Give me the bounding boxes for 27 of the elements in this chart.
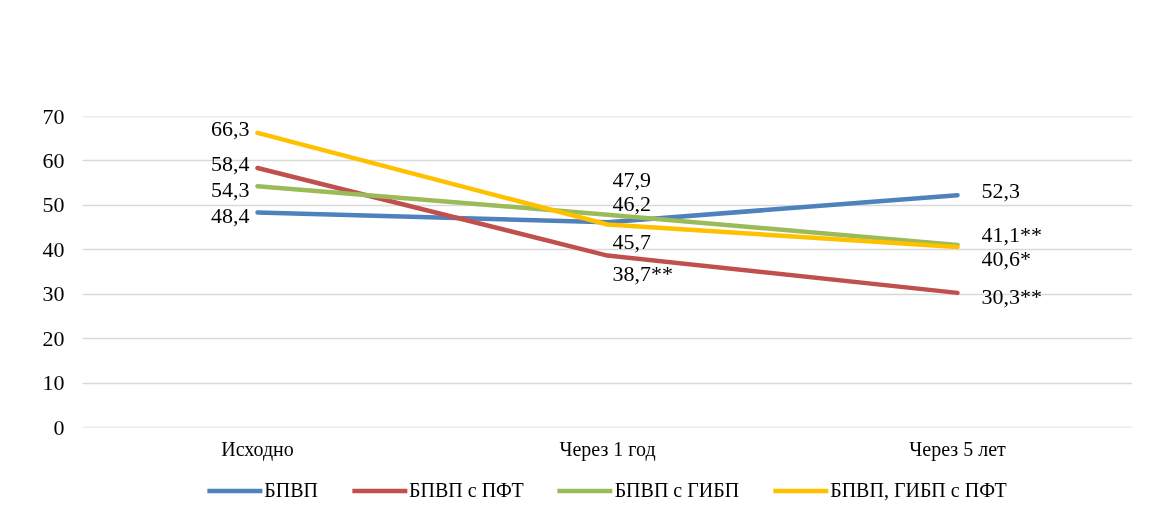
data-label: 54,3 — [211, 177, 250, 203]
y-tick-label: 30 — [42, 281, 65, 307]
x-tick-label: Через 5 лет — [909, 437, 1007, 461]
legend-label: БПВП с ГИБП — [614, 478, 740, 502]
y-tick-label: 70 — [42, 103, 65, 129]
data-label: 47,9 — [612, 167, 651, 193]
y-tick-label: 0 — [53, 414, 65, 440]
y-tick-label: 50 — [42, 192, 65, 218]
y-tick-label: 60 — [42, 147, 65, 173]
x-tick-label: Исходно — [221, 437, 294, 461]
data-label: 46,2 — [612, 191, 651, 217]
legend-label: БПВП — [264, 478, 319, 502]
data-label: 58,4 — [211, 151, 250, 177]
data-label: 48,4 — [211, 203, 250, 229]
data-label: 52,3 — [981, 178, 1020, 204]
data-label: 30,3** — [981, 284, 1042, 310]
y-tick-label: 20 — [42, 325, 65, 351]
y-tick-label: 10 — [42, 370, 65, 396]
legend-label: БПВП с ПФТ — [409, 478, 524, 502]
data-label: 41,1** — [981, 221, 1042, 247]
data-label: 38,7** — [612, 261, 673, 287]
data-label: 40,6* — [981, 245, 1031, 271]
x-tick-label: Через 1 год — [559, 437, 656, 461]
legend-label: БПВП, ГИБП с ПФТ — [830, 478, 1007, 502]
data-label: 45,7 — [612, 229, 651, 255]
y-tick-label: 40 — [42, 236, 65, 262]
data-label: 66,3 — [211, 115, 250, 141]
